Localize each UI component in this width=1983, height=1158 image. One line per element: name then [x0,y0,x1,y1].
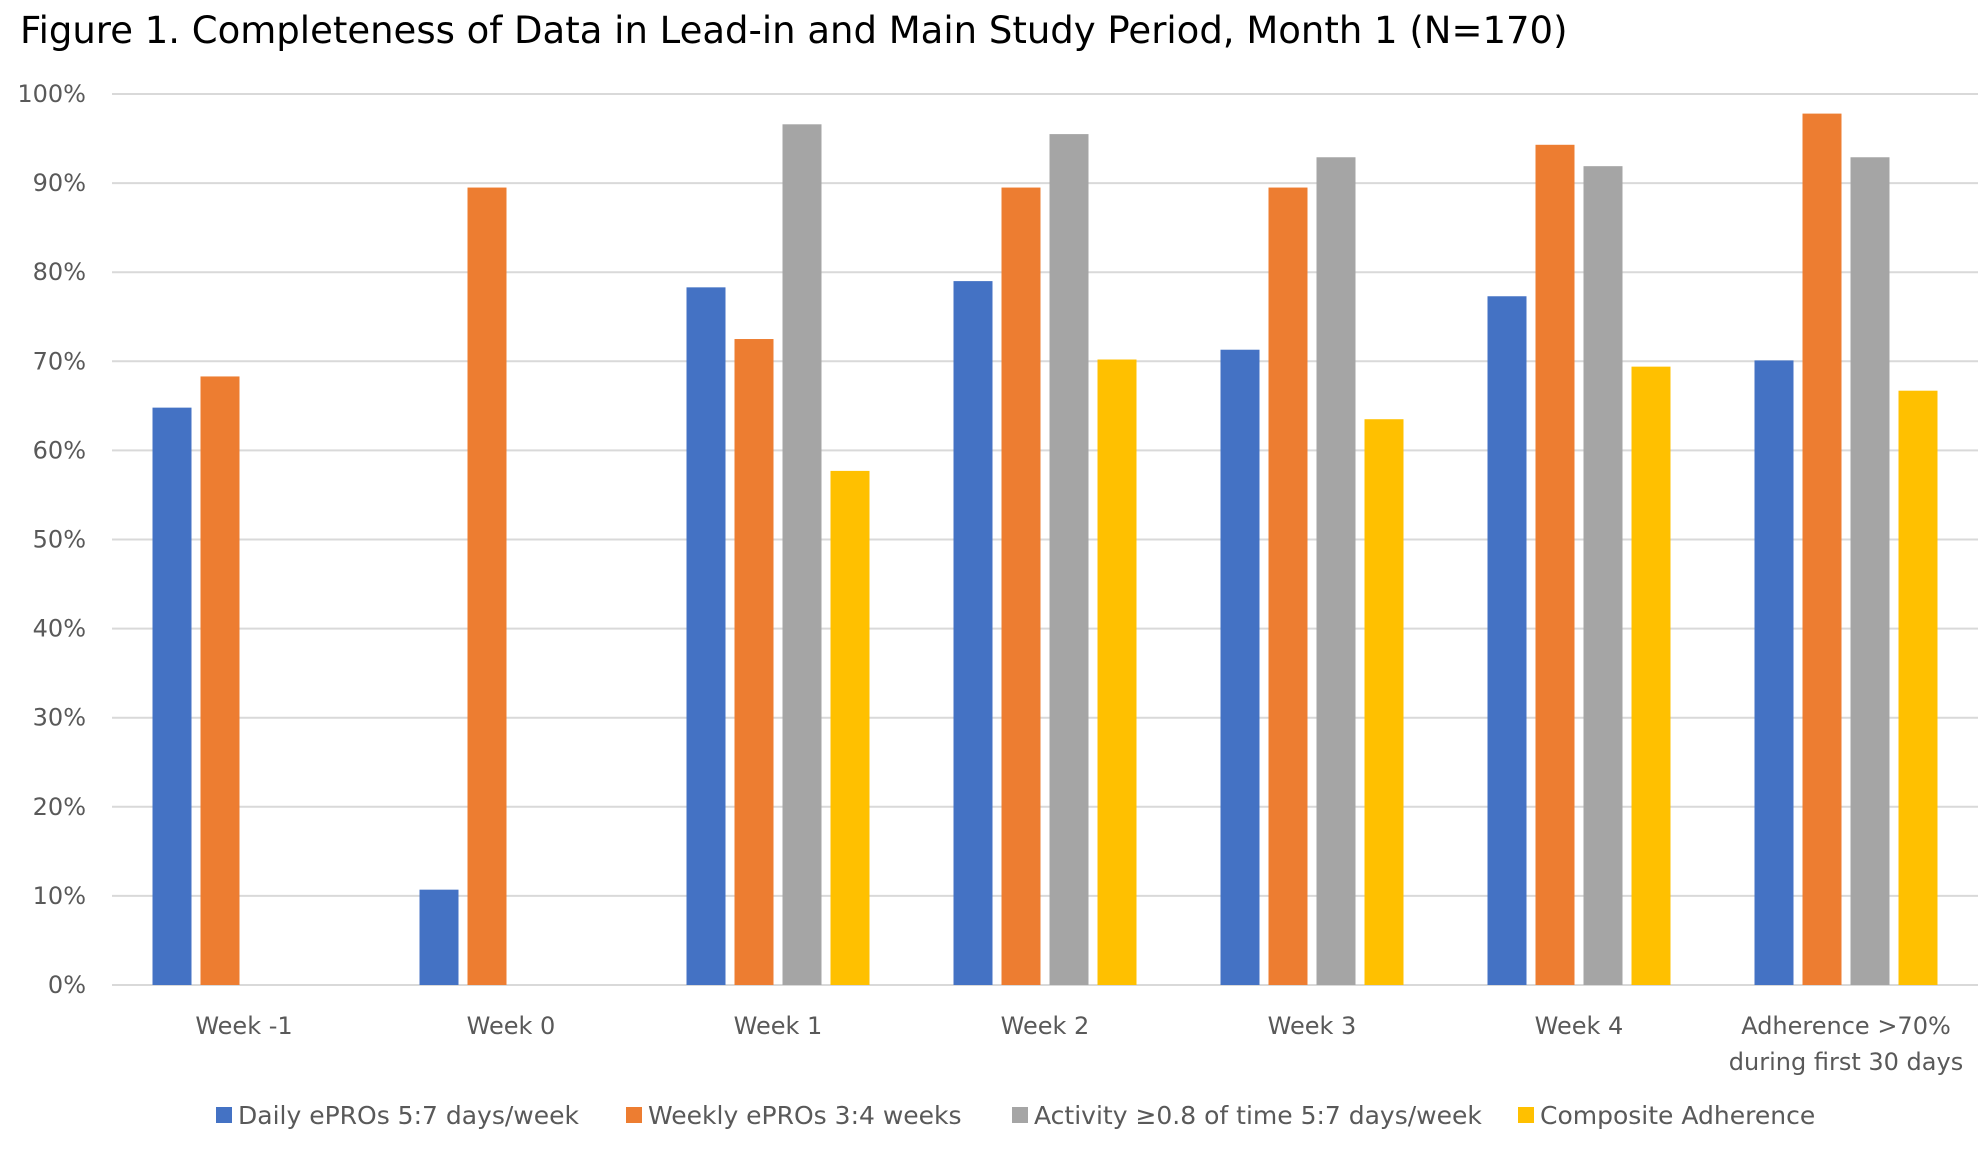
legend-item: Composite Adherence [1518,1101,1815,1130]
y-tick-label: 30% [33,704,86,732]
x-category-label: Week 2 [1001,1012,1090,1040]
bar [1487,296,1527,986]
y-tick-label: 80% [33,258,86,286]
bar [830,470,870,985]
bar [1001,187,1041,985]
bar [953,281,993,985]
bar [1316,157,1356,986]
x-category-label: Week 0 [467,1012,556,1040]
legend-item: Weekly ePROs 3:4 weeks [626,1101,962,1130]
bar [782,124,822,985]
legend-label: Activity ≥0.8 of time 5:7 days/week [1034,1101,1482,1130]
legend-swatch [1012,1107,1028,1123]
x-category-label: Week 1 [734,1012,823,1040]
y-tick-label: 100% [17,80,86,108]
y-tick-label: 50% [33,526,86,554]
chart-title: Figure 1. Completeness of Data in Lead-i… [20,9,1568,52]
legend-swatch [626,1107,642,1123]
bar [1268,187,1308,985]
bar [734,339,774,985]
bar [1097,359,1137,985]
bar [152,407,192,986]
bar [686,287,726,985]
bar [1049,134,1089,986]
y-tick-label: 60% [33,436,86,464]
gridlines [112,93,1978,986]
y-tick-label: 10% [33,882,86,910]
legend-swatch [1518,1107,1534,1123]
bar [1583,166,1623,985]
bars [152,113,1938,986]
x-category-label: Week 4 [1535,1012,1624,1040]
legend-label: Composite Adherence [1540,1101,1815,1130]
y-tick-label: 0% [48,971,86,999]
legend-item: Daily ePROs 5:7 days/week [216,1101,580,1130]
y-tick-label: 70% [33,347,86,375]
legend-swatch [216,1107,232,1123]
bar [419,889,459,985]
bar [1364,419,1404,986]
bar [200,376,240,985]
bar [1535,144,1575,986]
legend-item: Activity ≥0.8 of time 5:7 days/week [1012,1101,1482,1130]
x-category-label: Week 3 [1268,1012,1357,1040]
bar [1898,390,1938,985]
bar [1802,113,1842,986]
bar [1754,360,1794,985]
x-axis-category-labels: Week -1 Week 0 Week 1 Week 2 Week 3 Week 4 Adh… [195,1012,1963,1076]
legend-label: Daily ePROs 5:7 days/week [238,1101,580,1130]
y-axis-tick-labels: 0% 10% 20% 30% 40% 50% 60% 70% 80% 90% 100% [17,80,86,999]
x-category-label: Week -1 [195,1012,292,1040]
bar [1220,349,1260,985]
y-tick-label: 90% [33,169,86,197]
legend: Daily ePROs 5:7 days/week Weekly ePROs 3:… [216,1101,1815,1130]
bar [467,187,507,985]
y-tick-label: 40% [33,615,86,643]
y-tick-label: 20% [33,793,86,821]
bar [1631,366,1671,985]
bar [1850,157,1890,986]
x-category-label: Adherence >70% during first 30 days [1729,1012,1963,1076]
legend-label: Weekly ePROs 3:4 weeks [648,1101,962,1130]
